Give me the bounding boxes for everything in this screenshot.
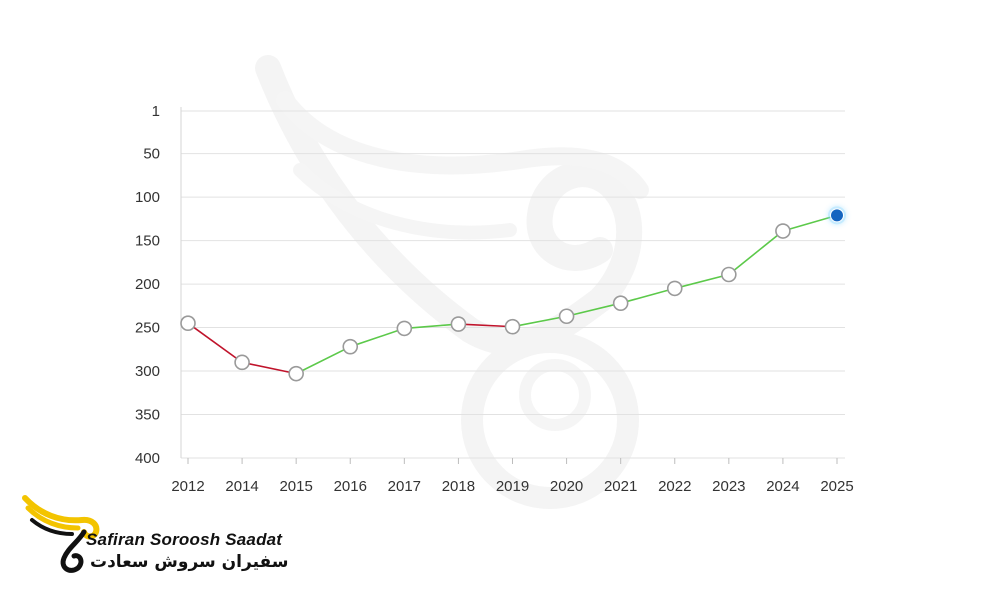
y-tick-label: 100: [135, 189, 160, 206]
series-segment: [566, 302, 621, 318]
x-tick-label: 2021: [604, 478, 637, 495]
y-tick-label: 200: [135, 276, 160, 293]
data-point: [721, 266, 737, 283]
x-tick-label: 2018: [442, 478, 475, 495]
brand-logo: Safiran Soroosh Saadat سفیران سروش سعادت: [20, 492, 290, 582]
series-segment: [349, 327, 405, 348]
series-segment: [187, 322, 243, 363]
y-tick-label: 350: [135, 407, 160, 424]
y-tick-label: 50: [143, 146, 160, 163]
x-tick-label: 2022: [658, 478, 691, 495]
x-tick-label: 2016: [334, 478, 367, 495]
data-point: [234, 354, 250, 371]
series-segment: [512, 315, 567, 328]
series-segment: [458, 323, 513, 328]
x-tick-label: 2023: [712, 478, 745, 495]
series-segment: [241, 361, 297, 375]
y-tick-label: 300: [135, 363, 160, 380]
brand-name-english: Safiran Soroosh Saadat: [86, 530, 283, 549]
series-segment: [404, 323, 459, 330]
brand-name-persian: سفیران سروش سعادت: [90, 552, 289, 572]
x-tick-label: 2019: [496, 478, 529, 495]
data-point: [504, 318, 521, 335]
data-point: [666, 280, 683, 297]
series-segment: [620, 287, 675, 304]
x-tick-label: 2017: [388, 478, 421, 495]
data-point: [830, 208, 844, 223]
y-tick-label: 1: [152, 103, 160, 120]
x-tick-label: 2015: [279, 478, 312, 495]
data-point: [558, 308, 575, 325]
data-point: [775, 223, 791, 239]
y-tick-label: 250: [135, 320, 160, 337]
series-segment: [782, 214, 838, 232]
data-point: [180, 315, 196, 332]
swan-wing-icon: [22, 495, 100, 573]
y-tick-label: 400: [135, 450, 160, 467]
data-points: [180, 206, 846, 382]
series-segment: [295, 345, 351, 375]
data-point: [612, 295, 629, 311]
x-tick-label: 2020: [550, 478, 583, 495]
data-point: [450, 316, 467, 332]
series-segment: [728, 230, 784, 276]
data-point: [288, 365, 304, 382]
series-line: [187, 214, 838, 375]
x-tick-label: 2012: [171, 478, 204, 495]
data-point: [342, 338, 359, 355]
x-tick-label: 2024: [766, 478, 799, 495]
y-tick-label: 150: [135, 233, 160, 250]
data-point: [396, 320, 413, 337]
x-tick-label: 2014: [225, 478, 258, 495]
x-tick-label: 2025: [820, 478, 853, 495]
series-segment: [674, 273, 730, 290]
watermark-logo: [255, 55, 649, 509]
